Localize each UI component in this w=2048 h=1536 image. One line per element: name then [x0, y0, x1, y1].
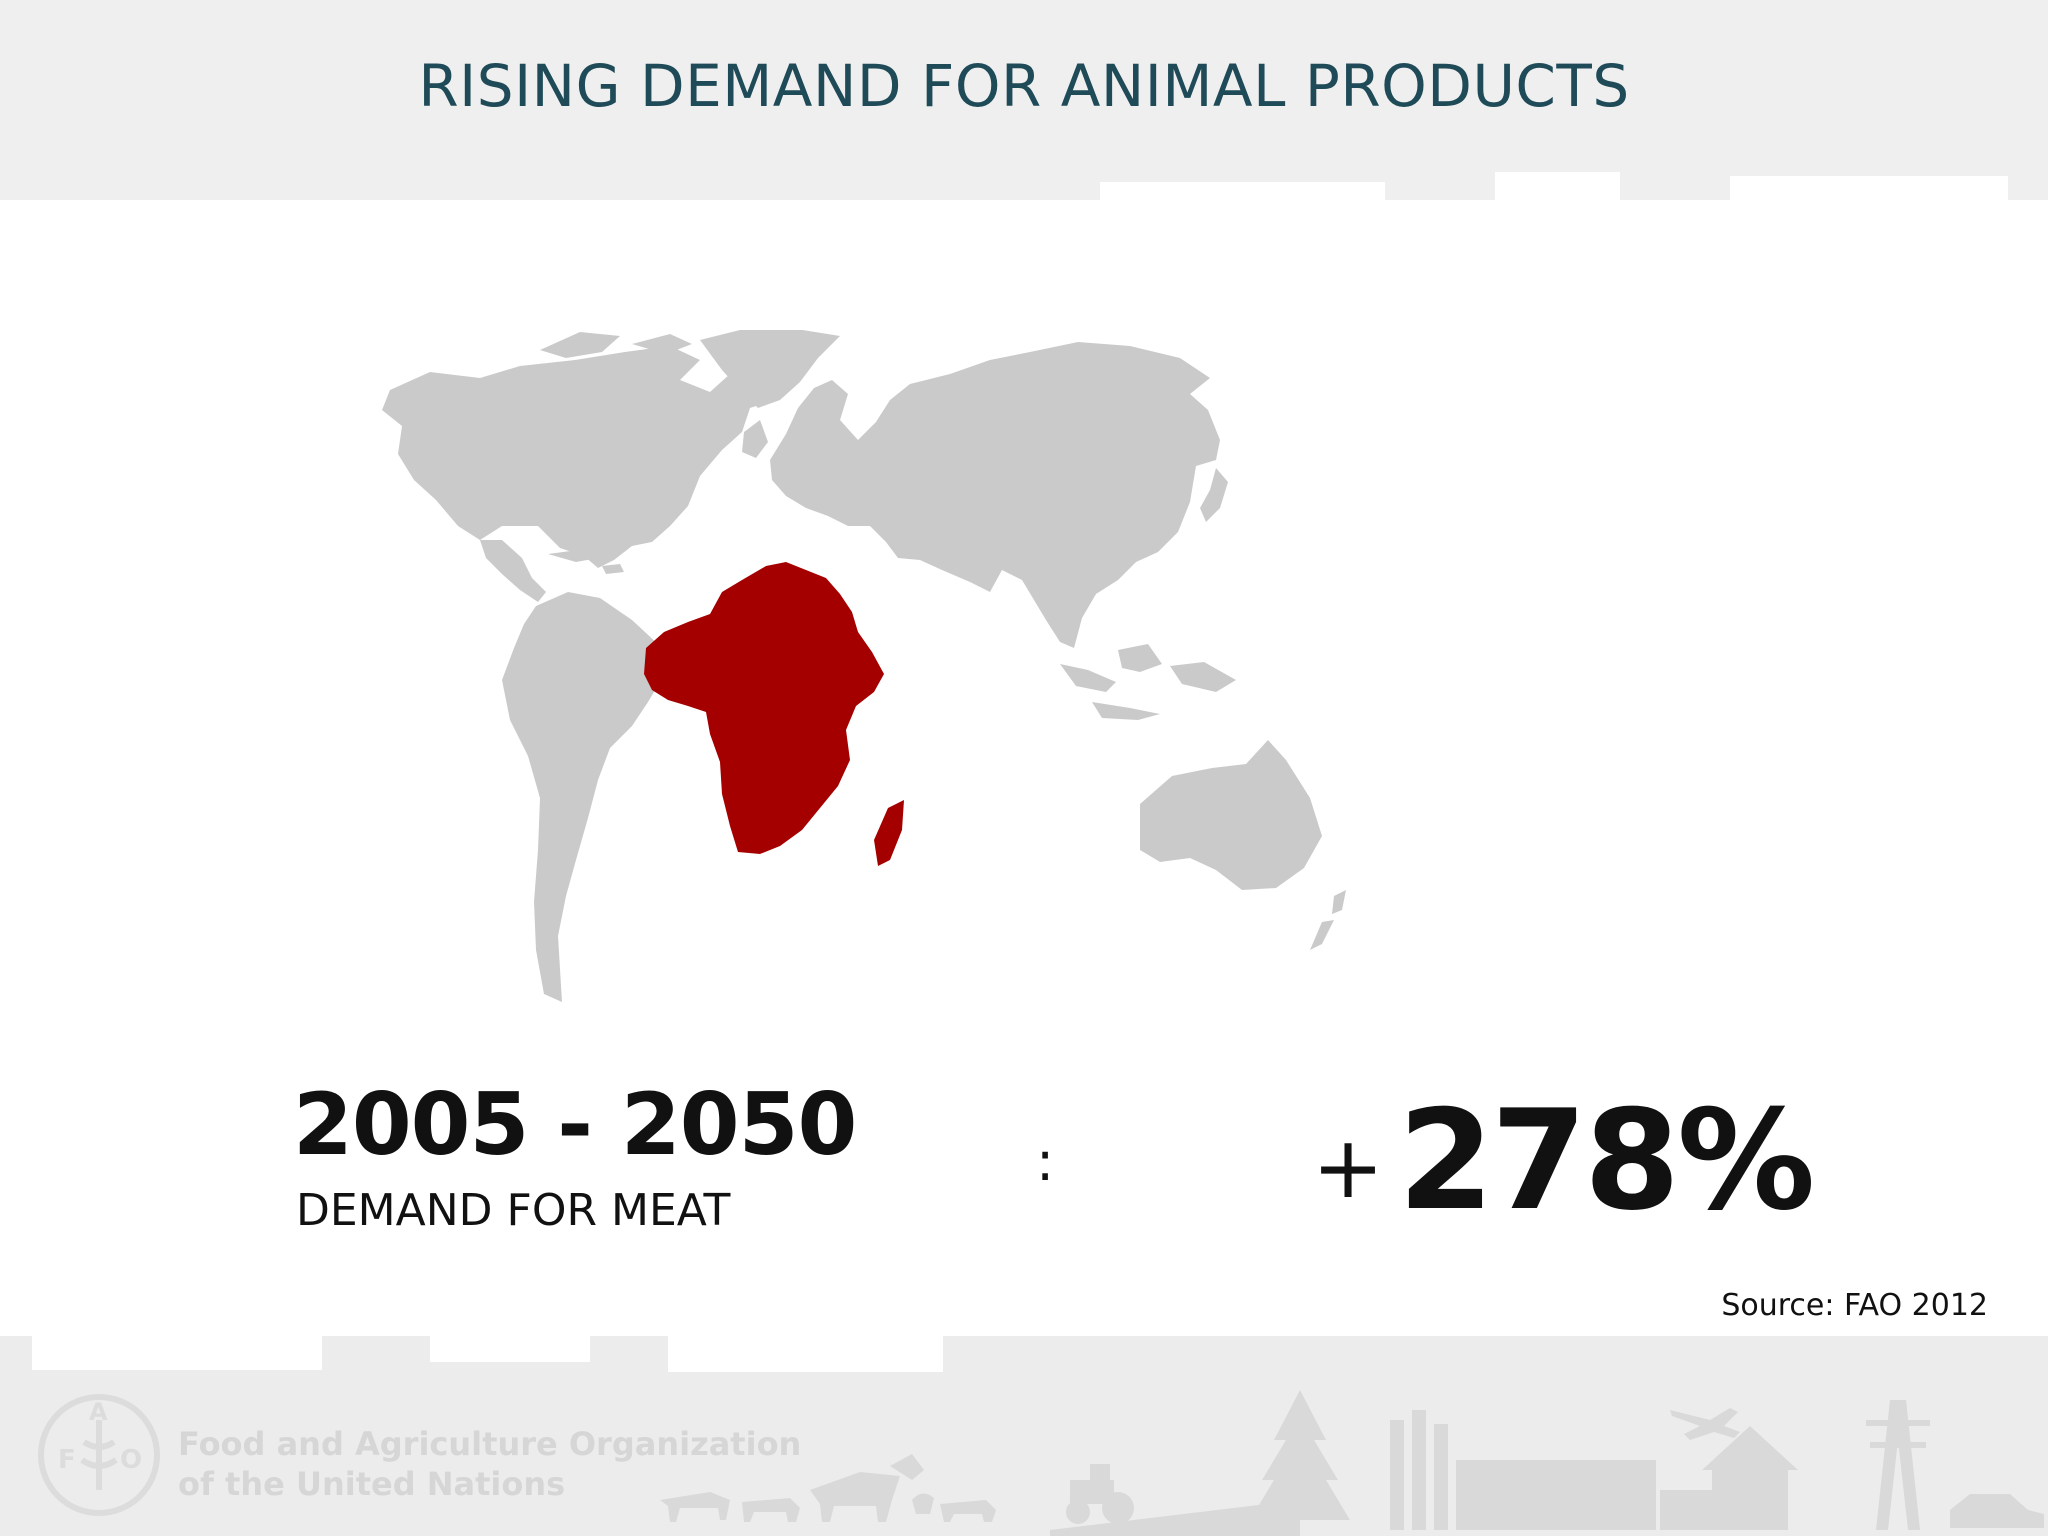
- central-america: [480, 540, 546, 602]
- car-icon: [1950, 1494, 2044, 1528]
- africa-highlighted: [644, 562, 884, 854]
- factory-icon: [1390, 1410, 1720, 1530]
- footer-notch: [668, 1336, 943, 1372]
- power-pylon-icon: [1866, 1400, 1930, 1530]
- eurasia-landmass: [770, 342, 1220, 648]
- tree-icon: [1250, 1390, 1350, 1520]
- house-icon: [1702, 1426, 1798, 1530]
- separator-colon: :: [1036, 1130, 1055, 1193]
- source-citation: Source: FAO 2012: [1721, 1288, 1988, 1323]
- southeast-asia-islands: [1060, 644, 1236, 720]
- logo-letter-o: O: [120, 1445, 142, 1475]
- australia-landmass: [1140, 740, 1322, 890]
- japan: [1200, 468, 1228, 522]
- header-notch: [1495, 172, 1620, 200]
- new-zealand: [1310, 890, 1346, 950]
- header-band: [0, 0, 2048, 200]
- madagascar-highlighted: [874, 800, 904, 866]
- airplane-icon: [1670, 1408, 1740, 1440]
- metric-label: DEMAND FOR MEAT: [296, 1185, 731, 1236]
- footer-illustration: [650, 1380, 2048, 1536]
- period-range: 2005 - 2050: [293, 1075, 857, 1175]
- slide-title: RISING DEMAND FOR ANIMAL PRODUCTS: [418, 52, 1630, 120]
- logo-letter-f: F: [58, 1445, 76, 1475]
- header-notch: [1100, 182, 1385, 200]
- greenland: [700, 330, 840, 408]
- change-value: 278%: [1398, 1080, 1815, 1241]
- organization-name: Food and Agriculture Organization of the…: [178, 1424, 801, 1504]
- change-sign: +: [1312, 1118, 1385, 1218]
- north-america-landmass: [382, 346, 800, 568]
- fao-logo-icon: F A O: [38, 1394, 160, 1516]
- header-notch: [1730, 176, 2008, 200]
- arctic-islands: [540, 332, 692, 358]
- british-isles: [742, 420, 768, 458]
- logo-letter-a: A: [89, 1398, 108, 1426]
- organization-name-line2: of the United Nations: [178, 1465, 566, 1503]
- footer-notch: [430, 1336, 590, 1362]
- world-map: [370, 330, 1690, 1020]
- organization-name-line1: Food and Agriculture Organization: [178, 1425, 802, 1463]
- south-america-landmass: [502, 592, 666, 1002]
- footer-notch: [32, 1336, 322, 1370]
- livestock-icon: [660, 1454, 996, 1522]
- tractor-icon: [1050, 1464, 1300, 1536]
- caribbean-islands: [548, 550, 624, 574]
